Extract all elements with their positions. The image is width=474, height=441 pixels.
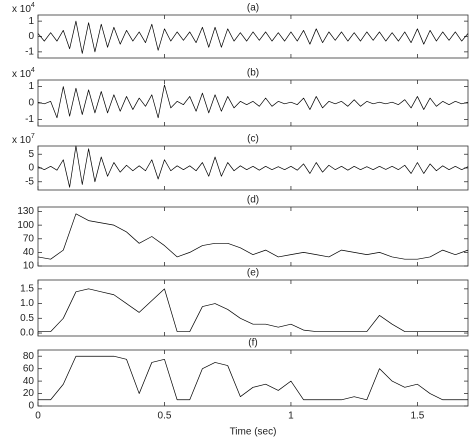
- panel-title: (f): [248, 338, 257, 349]
- x-tick-label: 0: [35, 411, 41, 422]
- y-tick-label: 100: [17, 220, 34, 231]
- panel-title: (c): [247, 134, 259, 145]
- scale-exponent: 4: [31, 67, 35, 74]
- y-tick-label: 0: [28, 401, 34, 412]
- y-tick-label: 80: [23, 351, 35, 362]
- y-tick-label: 20: [23, 388, 35, 399]
- y-tick-label: -5: [25, 176, 34, 187]
- scale-label: x 107: [12, 133, 35, 146]
- panel-title: (b): [247, 68, 259, 79]
- plot-frame: [37, 279, 469, 337]
- y-tick-label: 1: [28, 81, 34, 92]
- signal-line: [38, 355, 468, 401]
- signal-line: [37, 213, 469, 260]
- signal-line: [38, 288, 468, 332]
- y-tick-label: 60: [23, 363, 35, 374]
- scale-base: x 10: [12, 4, 31, 15]
- scale-exponent: 7: [31, 133, 35, 140]
- plot-frame: [37, 349, 469, 407]
- y-tick-label: 40: [23, 247, 35, 258]
- y-tick-label: -1: [25, 114, 34, 125]
- panel-title: (d): [247, 195, 259, 206]
- y-tick-label: 40: [23, 376, 35, 387]
- plot-frame: [37, 145, 469, 191]
- signal-line: [37, 84, 469, 119]
- y-tick-label: 70: [23, 233, 35, 244]
- y-tick-label: 0: [28, 31, 34, 42]
- y-tick-label: -1: [25, 46, 34, 57]
- y-tick-label: 0: [28, 163, 34, 174]
- y-tick-label: 10: [23, 261, 35, 272]
- x-axis-label: Time (sec): [230, 427, 277, 438]
- scale-exponent: 4: [31, 2, 35, 9]
- x-tick-label: 0.5: [158, 411, 172, 422]
- signal-line: [37, 145, 469, 188]
- scale-base: x 10: [12, 135, 31, 146]
- plot-frame: [37, 79, 469, 127]
- panel-title: (a): [247, 3, 259, 14]
- x-tick-label: 1: [288, 411, 294, 422]
- y-tick-label: 0.5: [20, 313, 34, 324]
- y-tick-label: 130: [17, 206, 34, 217]
- y-tick-label: 0: [28, 98, 34, 109]
- signal-line: [37, 20, 469, 54]
- y-tick-label: 5: [28, 149, 34, 160]
- scale-base: x 10: [12, 69, 31, 80]
- y-tick-label: 1.5: [20, 283, 34, 294]
- y-tick-label: 1: [28, 16, 34, 27]
- x-tick-label: 1.5: [410, 411, 424, 422]
- panel-title: (e): [247, 268, 259, 279]
- plot-frame: [37, 14, 469, 59]
- y-tick-label: 1.0: [20, 298, 34, 309]
- scale-label: x 104: [12, 67, 35, 80]
- plot-frame: [37, 206, 469, 267]
- y-tick-label: 0.0: [20, 328, 34, 339]
- scale-label: x 104: [12, 2, 35, 15]
